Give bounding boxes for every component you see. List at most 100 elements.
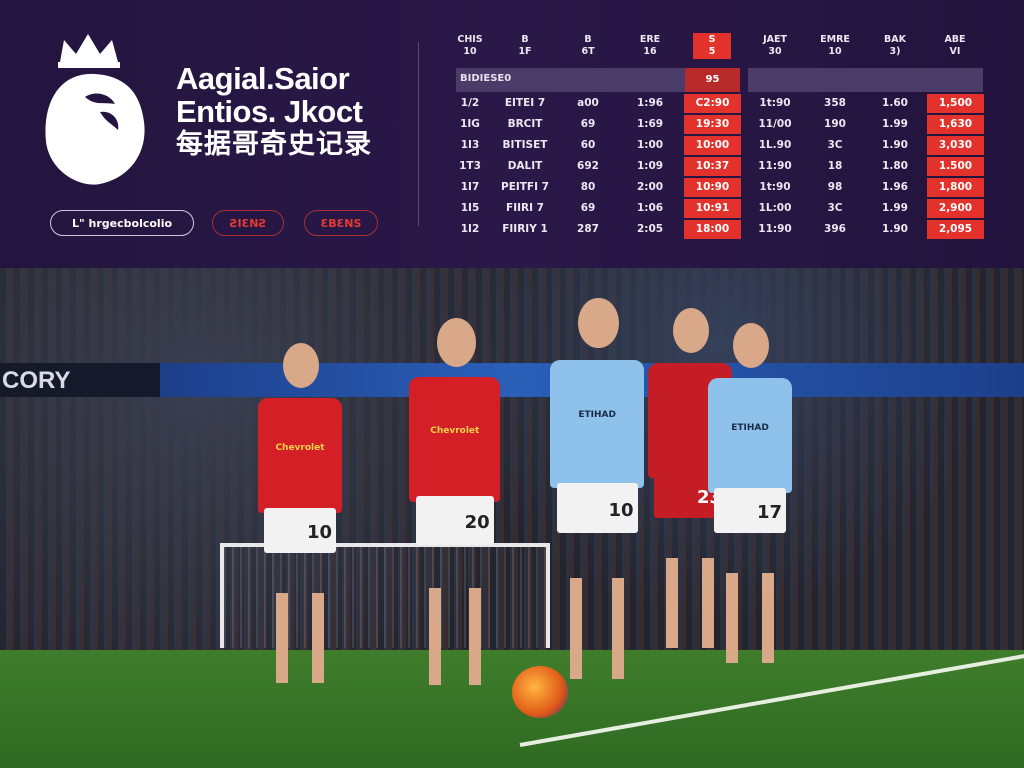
player-legs [570, 578, 625, 679]
table-cell: 98 [827, 181, 843, 193]
section-bar-right [748, 68, 983, 92]
player-head [733, 323, 770, 368]
player-head [578, 298, 619, 349]
player: Chevrolet 10 [240, 343, 360, 683]
table-cell: 1,630 [927, 115, 984, 134]
shirt-sponsor: Chevrolet [430, 425, 480, 436]
table-cell: 1L.90 [758, 139, 792, 151]
table-cell: 1t:90 [759, 181, 791, 193]
table-cell: 1/2 [460, 97, 480, 109]
table-cell: 69 [580, 118, 596, 130]
player-shirt: ETIHAD [708, 378, 792, 493]
table-cell: 2:05 [636, 223, 664, 235]
table-cell: FIIRIY 1 [502, 223, 548, 235]
column-header-text: 6T [581, 46, 595, 57]
table-cell: 1:96 [636, 97, 664, 109]
column-header[interactable]: JAET 30 [747, 33, 803, 59]
player: ETIHAD 10 [530, 298, 664, 679]
table-cell: 10:00 [684, 136, 741, 155]
column-header[interactable]: CHIS 10 [442, 33, 498, 59]
column-header[interactable]: EMRE 10 [807, 33, 863, 59]
football [512, 666, 568, 718]
column-header[interactable]: B 6T [560, 33, 616, 59]
table-cell: 69 [580, 202, 596, 214]
title-line-3: 每据哥奇史记录 [176, 129, 372, 159]
table-cell: 287 [577, 223, 599, 235]
column-header-text: ERE [639, 34, 661, 45]
table-cell: 1,800 [927, 178, 984, 197]
table-cell: 1t:90 [759, 97, 791, 109]
table-cell: 11:90 [758, 160, 792, 172]
table-cell: 1I5 [460, 202, 480, 214]
column-header-text: B [521, 34, 529, 45]
goal-net [220, 543, 550, 648]
player-shirt: Chevrolet [258, 398, 342, 513]
table-cell: 358 [824, 97, 846, 109]
player-head [436, 318, 476, 367]
table-cell: 1.80 [882, 160, 908, 172]
section-value: 95 [685, 68, 740, 92]
table-cell: 1.500 [927, 157, 984, 176]
table-cell: 3C [827, 139, 843, 151]
page-title: Aagial.Saior Entios. Jkoct 每据哥奇史记录 [176, 62, 372, 161]
player: Chevrolet 20 [390, 318, 520, 686]
table-cell: 80 [580, 181, 596, 193]
player-shorts: 10 [556, 482, 638, 534]
shirt-sponsor: ETIHAD [731, 423, 769, 433]
table-cell: EITEI 7 [504, 97, 546, 109]
table-cell: 1IG [460, 118, 480, 130]
table-cell: 1.99 [882, 202, 908, 214]
title-line-1: Aagial.Saior [176, 61, 350, 96]
table-cell: 1:69 [636, 118, 664, 130]
player-shorts: 10 [264, 508, 336, 553]
table-cell: 190 [824, 118, 846, 130]
table-cell: 11:90 [758, 223, 792, 235]
filter-button-2[interactable]: ƧIƐNƧ [212, 210, 284, 236]
table-cell: DALIT [507, 160, 543, 172]
player-head [283, 343, 320, 388]
column-header-text: B [584, 34, 592, 45]
column-header[interactable]: ABE VI [927, 33, 983, 59]
player-legs [726, 573, 774, 663]
filter-button-3[interactable]: ƐBƐNS [304, 210, 378, 236]
table-cell: 1I7 [460, 181, 480, 193]
table-cell: 1.90 [882, 223, 908, 235]
table-cell: 1T3 [459, 160, 481, 172]
table-cell: 60 [580, 139, 596, 151]
column-header-text: 3) [889, 46, 901, 57]
table-cell: 2,900 [927, 199, 984, 218]
table-cell: 1.60 [882, 97, 908, 109]
table-cell: a00 [577, 97, 599, 109]
table-cell: 19:30 [684, 115, 741, 134]
player-shorts: 20 [415, 496, 494, 545]
column-header-text: 16 [643, 46, 657, 57]
table-cell: 2:00 [636, 181, 664, 193]
stadium-stands [0, 268, 1024, 658]
column-header-text: ABE [944, 34, 966, 45]
filter-button-1[interactable]: L" hrgecbolcolio [50, 210, 194, 236]
column-header-text: 30 [768, 46, 782, 57]
premier-league-lion-logo [45, 34, 145, 185]
table-cell: 18:00 [684, 220, 741, 239]
table-cell: PEITFI 7 [501, 181, 549, 193]
table-cell: 10:90 [684, 178, 741, 197]
table-cell: 1.96 [882, 181, 908, 193]
column-header[interactable]: BAK 3) [867, 33, 923, 59]
table-cell: 3C [827, 202, 843, 214]
column-header-text: 1F [518, 46, 532, 57]
column-header-text: BAK [884, 34, 906, 45]
match-photo: CORY Chevrolet 10 Chevrolet 20 ETIHAD 10… [0, 268, 1024, 768]
player-legs [276, 593, 324, 683]
ad-board-text: CORY [2, 367, 71, 394]
player-head [673, 308, 710, 353]
section-label: BIDIESE0 [460, 73, 512, 84]
table-cell: 1:09 [636, 160, 664, 172]
stats-panel: Aagial.Saior Entios. Jkoct 每据哥奇史记录 L" hr… [0, 0, 1024, 268]
player: ETIHAD 17 [690, 323, 810, 663]
table-cell: 1L:00 [758, 202, 792, 214]
table-cell: C2:90 [684, 94, 741, 113]
column-header[interactable]: ERE 16 [622, 33, 678, 59]
column-header[interactable]: B 1F [497, 33, 553, 59]
table-cell: 1I2 [460, 223, 480, 235]
